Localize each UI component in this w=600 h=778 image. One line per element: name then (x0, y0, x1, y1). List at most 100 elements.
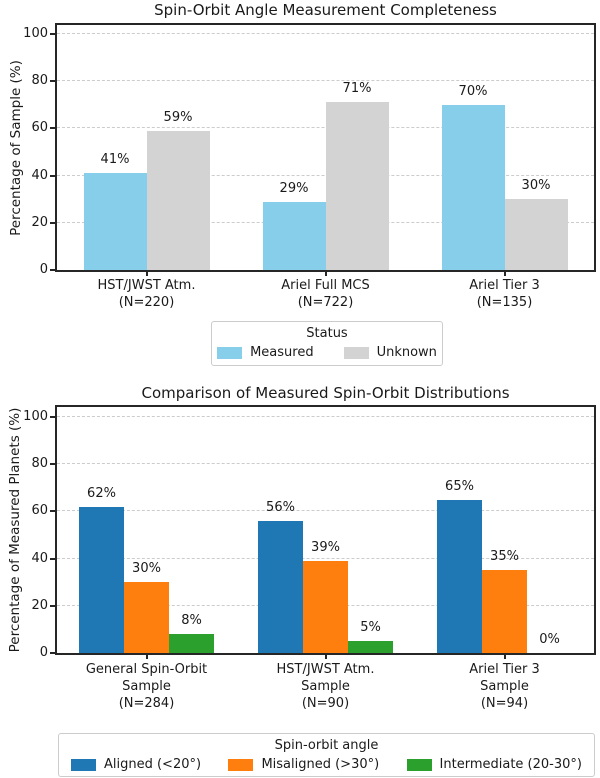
bar-top-Measured-2 (441, 104, 505, 270)
bar-value-label: 59% (163, 109, 193, 125)
legend-swatch-icon (406, 758, 432, 771)
y-tick-label-100: 100 (23, 26, 48, 41)
bar-value-label: 62% (87, 485, 116, 501)
bar-value-label: 0% (539, 632, 560, 647)
chart-bottom-plot-inner: 62% 56% 65% 30% 39% 35% 8% 5% 0% (57, 407, 594, 653)
bar-top-Unknown-0 (146, 130, 210, 270)
bar-bottom-Misaligned (>30°)-0 (124, 582, 169, 653)
bar-value-label: 5% (360, 620, 381, 636)
gridline-100 (57, 416, 594, 417)
legend-item-Misaligned (>30°): Misaligned (>30°) (228, 757, 379, 772)
y-tick-mark (50, 33, 55, 35)
legend-title: Spin-orbit angle (274, 738, 379, 753)
legend-swatch-icon (71, 758, 96, 771)
x-category-label: Ariel Tier 3 Sample (N=94) (469, 662, 540, 711)
bar-top-Unknown-2 (504, 199, 568, 270)
legend-item-Measured: Measured (217, 345, 314, 360)
legend-item-Aligned (<20°): Aligned (<20°) (71, 757, 201, 772)
x-tick-mark (324, 655, 327, 659)
x-tick-mark (145, 655, 148, 659)
chart-bottom-plot-area: 62% 56% 65% 30% 39% 35% 8% 5% 0% (55, 405, 596, 655)
bar-bottom-Misaligned (>30°)-2 (482, 570, 527, 653)
y-tick-mark (50, 652, 55, 654)
legend-swatch-icon (217, 346, 243, 359)
y-tick-mark (50, 174, 55, 177)
bar-bottom-Aligned (<20°)-1 (258, 520, 303, 653)
bar-top-Measured-1 (262, 201, 326, 270)
bar-top-Unknown-1 (325, 102, 389, 270)
legend-item-label: Intermediate (20-30°) (439, 757, 582, 772)
y-tick-label-100: 100 (23, 409, 48, 424)
bar-value-label: 70% (458, 83, 488, 99)
legend-item-label: Measured (250, 345, 314, 360)
gridline-40 (57, 557, 594, 559)
chart-bottom-title: Comparison of Measured Spin-Orbit Distri… (141, 384, 510, 402)
x-category-label: General Spin-Orbit Sample (N=284) (85, 662, 208, 711)
x-category-label: HST/JWST Atm. Sample (N=90) (276, 662, 375, 711)
legend-title: Status (306, 326, 348, 341)
y-tick-label-60: 60 (31, 503, 48, 519)
legend-item-label: Unknown (376, 345, 437, 360)
x-category-label: HST/JWST Atm. (N=220) (97, 278, 196, 310)
bar-bottom-Intermediate (20-30°)-1 (348, 641, 393, 653)
x-tick-mark (324, 272, 327, 276)
y-tick-label-0: 0 (39, 262, 48, 277)
chart-top-legend: Status Measured Unknown (211, 321, 443, 366)
chart-top-plot-inner: 41% 29% 70% 59% 71% 30% (57, 25, 594, 270)
legend-item-label: Aligned (<20°) (104, 757, 202, 772)
bar-value-label: 30% (132, 561, 161, 577)
legend-items-row: Aligned (<20°) Misaligned (>30°) Intermedi… (59, 754, 594, 772)
y-tick-label-40: 40 (31, 550, 48, 566)
chart-top-ylabel: Percentage of Sample (%) (8, 59, 24, 236)
bar-value-label: 56% (266, 499, 295, 515)
gridline-100 (57, 33, 594, 34)
y-tick-mark (50, 604, 55, 607)
x-tick-mark (503, 272, 506, 276)
bar-value-label: 29% (279, 180, 309, 196)
bar-bottom-Aligned (<20°)-0 (79, 506, 124, 653)
x-tick-mark (503, 655, 506, 659)
gridline-80 (57, 463, 594, 465)
x-category-label: Ariel Full MCS (N=722) (281, 278, 370, 310)
gridline-80 (57, 80, 594, 82)
y-tick-mark (50, 127, 55, 130)
legend-item-Intermediate (20-30°): Intermediate (20-30°) (406, 757, 582, 772)
legend-swatch-icon (343, 346, 369, 359)
y-tick-mark (50, 221, 55, 224)
y-tick-mark (50, 510, 55, 513)
bar-value-label: 30% (521, 178, 551, 194)
bar-bottom-Intermediate (20-30°)-0 (169, 634, 214, 653)
y-tick-mark (50, 463, 55, 466)
bar-bottom-Aligned (<20°)-2 (437, 499, 482, 653)
bar-top-Measured-0 (83, 173, 147, 270)
x-category-label: Ariel Tier 3 (N=135) (469, 278, 540, 310)
y-tick-label-0: 0 (39, 645, 48, 660)
legend-items-row: Measured Unknown (212, 342, 442, 360)
y-tick-label-80: 80 (31, 456, 48, 472)
chart-bottom-legend: Spin-orbit angle Aligned (<20°) Misaligned… (58, 733, 595, 777)
bar-bottom-Misaligned (>30°)-1 (303, 560, 348, 653)
bar-value-label: 41% (100, 152, 130, 168)
x-tick-mark (145, 272, 148, 276)
y-tick-label-60: 60 (31, 120, 48, 136)
bar-value-label: 35% (490, 549, 519, 565)
bar-value-label: 39% (311, 539, 340, 555)
legend-item-Unknown: Unknown (343, 345, 437, 360)
bar-value-label: 71% (342, 81, 372, 97)
legend-item-label: Misaligned (>30°) (261, 757, 380, 772)
y-tick-label-40: 40 (31, 167, 48, 183)
legend-swatch-icon (228, 758, 254, 771)
y-tick-label-20: 20 (31, 214, 48, 230)
y-tick-mark (50, 557, 55, 560)
y-tick-mark (50, 80, 55, 83)
gridline-60 (57, 510, 594, 512)
chart-top-title: Spin-Orbit Angle Measurement Completenes… (154, 1, 497, 19)
y-tick-mark (50, 416, 55, 418)
chart-top-plot-area: 41% 29% 70% 59% 71% 30% (55, 23, 596, 272)
bar-value-label: 8% (181, 613, 202, 629)
y-tick-mark (50, 269, 55, 271)
y-tick-label-80: 80 (31, 73, 48, 89)
bar-value-label: 65% (445, 478, 474, 494)
y-tick-label-20: 20 (31, 597, 48, 613)
